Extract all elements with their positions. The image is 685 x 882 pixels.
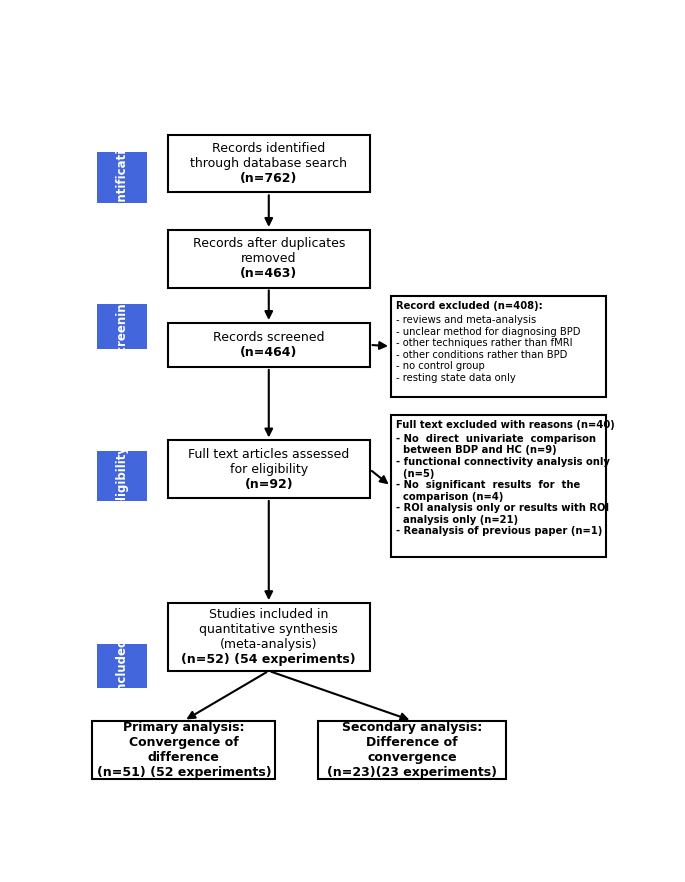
Text: - unclear method for diagnosing BPD: - unclear method for diagnosing BPD (396, 326, 581, 337)
Text: eligibility: eligibility (115, 445, 128, 507)
Bar (168, 440, 370, 498)
Text: (n=463): (n=463) (240, 267, 297, 280)
Text: Difference of: Difference of (366, 736, 458, 749)
Text: screening: screening (115, 294, 128, 359)
Text: Studies included in: Studies included in (209, 608, 329, 621)
Text: Secondary analysis:: Secondary analysis: (342, 721, 482, 734)
Text: - Reanalysis of previous paper (n=1): - Reanalysis of previous paper (n=1) (396, 527, 603, 536)
Text: removed: removed (241, 252, 297, 265)
Text: Full text articles assessed: Full text articles assessed (188, 448, 349, 460)
Text: analysis only (n=21): analysis only (n=21) (396, 515, 519, 525)
Bar (391, 296, 606, 397)
Bar (97, 451, 147, 502)
Text: difference: difference (148, 751, 220, 764)
Text: (n=51) (52 experiments): (n=51) (52 experiments) (97, 766, 271, 779)
Bar (97, 304, 147, 348)
Text: - ROI analysis only or results with ROI: - ROI analysis only or results with ROI (396, 503, 610, 513)
Bar (391, 415, 606, 557)
Text: (n=92): (n=92) (245, 478, 293, 490)
Text: - reviews and meta-analysis: - reviews and meta-analysis (396, 315, 536, 325)
Bar (168, 603, 370, 671)
Text: Full text excluded with reasons (n=40): Full text excluded with reasons (n=40) (396, 421, 615, 430)
Text: (n=762): (n=762) (240, 172, 297, 185)
Text: Record excluded (n=408):: Record excluded (n=408): (396, 302, 543, 311)
Text: (n=5): (n=5) (396, 468, 434, 479)
Text: - resting state data only: - resting state data only (396, 373, 516, 383)
Text: identification: identification (115, 133, 128, 221)
Bar (92, 721, 275, 779)
Text: - No  significant  results  for  the: - No significant results for the (396, 480, 580, 490)
Bar (168, 135, 370, 192)
Text: - No  direct  univariate  comparison: - No direct univariate comparison (396, 434, 596, 444)
Text: convergence: convergence (367, 751, 457, 764)
Text: Records screened: Records screened (213, 331, 325, 344)
Text: Records identified: Records identified (212, 142, 325, 155)
Text: (n=23)(23 experiments): (n=23)(23 experiments) (327, 766, 497, 779)
Text: - no control group: - no control group (396, 362, 485, 371)
Text: through database search: through database search (190, 157, 347, 170)
Text: - other conditions rather than BPD: - other conditions rather than BPD (396, 349, 568, 360)
Bar (97, 152, 147, 203)
Text: - functional connectivity analysis only: - functional connectivity analysis only (396, 457, 610, 467)
Bar (318, 721, 506, 779)
Text: (n=52) (54 experiments): (n=52) (54 experiments) (182, 653, 356, 666)
Text: quantitative synthesis: quantitative synthesis (199, 623, 338, 636)
Text: between BDP and HC (n=9): between BDP and HC (n=9) (396, 445, 557, 455)
Text: for eligibility: for eligibility (229, 463, 308, 475)
Text: (n=464): (n=464) (240, 346, 297, 359)
Text: (meta-analysis): (meta-analysis) (220, 638, 318, 651)
Text: Convergence of: Convergence of (129, 736, 238, 749)
Bar (97, 644, 147, 688)
Bar (168, 230, 370, 288)
Text: Records after duplicates: Records after duplicates (192, 237, 345, 250)
Text: - other techniques rather than fMRI: - other techniques rather than fMRI (396, 338, 573, 348)
Text: included: included (115, 638, 128, 694)
Text: Primary analysis:: Primary analysis: (123, 721, 245, 734)
Bar (168, 323, 370, 367)
Text: comparison (n=4): comparison (n=4) (396, 491, 503, 502)
